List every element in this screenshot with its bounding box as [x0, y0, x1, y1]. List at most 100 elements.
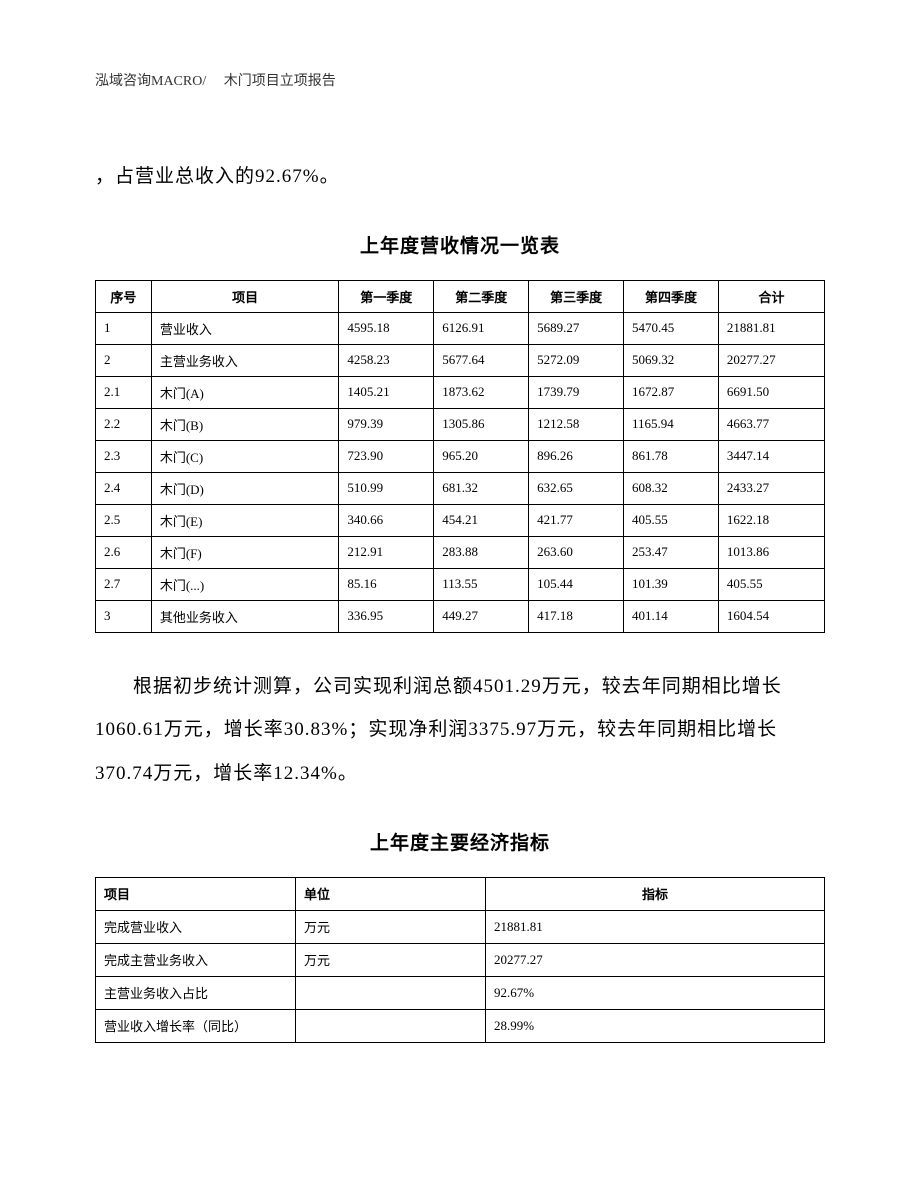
- table-cell: 253.47: [624, 536, 719, 568]
- paragraph-1: ，占营业总收入的92.67%。: [95, 155, 825, 199]
- table-row: 2.3木门(C)723.90965.20896.26861.783447.14: [96, 440, 825, 472]
- page-header: 泓域咨询MACRO/ 木门项目立项报告: [95, 70, 825, 90]
- table-cell: 417.18: [529, 600, 624, 632]
- table-cell: 5677.64: [434, 344, 529, 376]
- th-q1: 第一季度: [339, 280, 434, 312]
- table-row: 营业收入增长率（同比） 28.99%: [96, 1009, 825, 1042]
- table-cell: 1305.86: [434, 408, 529, 440]
- table-cell: 2.2: [96, 408, 152, 440]
- table-cell: 401.14: [624, 600, 719, 632]
- table-cell: 2: [96, 344, 152, 376]
- table1-header-row: 序号 项目 第一季度 第二季度 第三季度 第四季度 合计: [96, 280, 825, 312]
- table-cell: 主营业务收入: [151, 344, 339, 376]
- table-cell: 1013.86: [718, 536, 824, 568]
- table-cell: 965.20: [434, 440, 529, 472]
- th-q3: 第三季度: [529, 280, 624, 312]
- table-row: 2.5木门(E)340.66454.21421.77405.551622.18: [96, 504, 825, 536]
- th-indicator: 指标: [486, 877, 825, 910]
- table-row: 2.6木门(F)212.91283.88263.60253.471013.86: [96, 536, 825, 568]
- table-cell: 4595.18: [339, 312, 434, 344]
- table-cell: 5069.32: [624, 344, 719, 376]
- table-cell: 1604.54: [718, 600, 824, 632]
- table-cell: 2.3: [96, 440, 152, 472]
- table-cell: 万元: [296, 943, 486, 976]
- th-item: 项目: [151, 280, 339, 312]
- table-cell: 979.39: [339, 408, 434, 440]
- table-cell: 营业收入增长率（同比）: [96, 1009, 296, 1042]
- th-project: 项目: [96, 877, 296, 910]
- table2-title: 上年度主要经济指标: [95, 828, 825, 855]
- table-cell: 405.55: [718, 568, 824, 600]
- table-cell: 101.39: [624, 568, 719, 600]
- table-cell: 2.1: [96, 376, 152, 408]
- table-cell: 2.5: [96, 504, 152, 536]
- table-row: 完成主营业务收入万元20277.27: [96, 943, 825, 976]
- th-seq: 序号: [96, 280, 152, 312]
- table-cell: 3: [96, 600, 152, 632]
- table-cell: 896.26: [529, 440, 624, 472]
- table-row: 主营业务收入占比92.67%: [96, 976, 825, 1009]
- table-row: 2.2木门(B)979.391305.861212.581165.944663.…: [96, 408, 825, 440]
- table-cell: 85.16: [339, 568, 434, 600]
- table-cell: 1212.58: [529, 408, 624, 440]
- table-cell: 20277.27: [718, 344, 824, 376]
- table-cell: 28.99%: [486, 1009, 825, 1042]
- table-cell: 完成主营业务收入: [96, 943, 296, 976]
- table-row: 1营业收入4595.186126.915689.275470.4521881.8…: [96, 312, 825, 344]
- th-total: 合计: [718, 280, 824, 312]
- table-cell: 92.67%: [486, 976, 825, 1009]
- table-cell: 4663.77: [718, 408, 824, 440]
- table-cell: 木门(D): [151, 472, 339, 504]
- table-cell: 3447.14: [718, 440, 824, 472]
- table-cell: 4258.23: [339, 344, 434, 376]
- table-cell: 营业收入: [151, 312, 339, 344]
- table-cell: 21881.81: [718, 312, 824, 344]
- table-row: 完成营业收入万元21881.81: [96, 910, 825, 943]
- table-cell: 2.4: [96, 472, 152, 504]
- th-unit: 单位: [296, 877, 486, 910]
- table-cell: 木门(A): [151, 376, 339, 408]
- table1-title: 上年度营收情况一览表: [95, 231, 825, 258]
- table-cell: 2.6: [96, 536, 152, 568]
- table-cell: 510.99: [339, 472, 434, 504]
- indicator-table: 项目 单位 指标 完成营业收入万元21881.81完成主营业务收入万元20277…: [95, 877, 825, 1043]
- th-q2: 第二季度: [434, 280, 529, 312]
- table-cell: 1873.62: [434, 376, 529, 408]
- table-cell: 113.55: [434, 568, 529, 600]
- table-cell: 其他业务收入: [151, 600, 339, 632]
- table-cell: 21881.81: [486, 910, 825, 943]
- table-cell: 木门(B): [151, 408, 339, 440]
- table-cell: 681.32: [434, 472, 529, 504]
- table-row: 2.1木门(A)1405.211873.621739.791672.876691…: [96, 376, 825, 408]
- table-cell: 340.66: [339, 504, 434, 536]
- table-cell: 1672.87: [624, 376, 719, 408]
- table-cell: 5689.27: [529, 312, 624, 344]
- table-cell: 2433.27: [718, 472, 824, 504]
- table-cell: 608.32: [624, 472, 719, 504]
- table-cell: 1165.94: [624, 408, 719, 440]
- th-q4: 第四季度: [624, 280, 719, 312]
- table-cell: 1: [96, 312, 152, 344]
- table-cell: 木门(F): [151, 536, 339, 568]
- table-cell: 1622.18: [718, 504, 824, 536]
- table-row: 2.4木门(D)510.99681.32632.65608.322433.27: [96, 472, 825, 504]
- table-cell: 20277.27: [486, 943, 825, 976]
- table-cell: 木门(C): [151, 440, 339, 472]
- table-cell: 632.65: [529, 472, 624, 504]
- table-cell: 449.27: [434, 600, 529, 632]
- table-cell: 105.44: [529, 568, 624, 600]
- table-cell: 5470.45: [624, 312, 719, 344]
- paragraph-2: 根据初步统计测算，公司实现利润总额4501.29万元，较去年同期相比增长1060…: [95, 665, 825, 796]
- table-cell: 木门(...): [151, 568, 339, 600]
- table-row: 2.7木门(...)85.16113.55105.44101.39405.55: [96, 568, 825, 600]
- table-cell: 405.55: [624, 504, 719, 536]
- table-cell: [296, 1009, 486, 1042]
- table-cell: 454.21: [434, 504, 529, 536]
- table-row: 2主营业务收入4258.235677.645272.095069.3220277…: [96, 344, 825, 376]
- table-cell: 6691.50: [718, 376, 824, 408]
- table-cell: 木门(E): [151, 504, 339, 536]
- table2-header-row: 项目 单位 指标: [96, 877, 825, 910]
- revenue-table: 序号 项目 第一季度 第二季度 第三季度 第四季度 合计 1营业收入4595.1…: [95, 280, 825, 633]
- table-cell: 283.88: [434, 536, 529, 568]
- table-cell: 2.7: [96, 568, 152, 600]
